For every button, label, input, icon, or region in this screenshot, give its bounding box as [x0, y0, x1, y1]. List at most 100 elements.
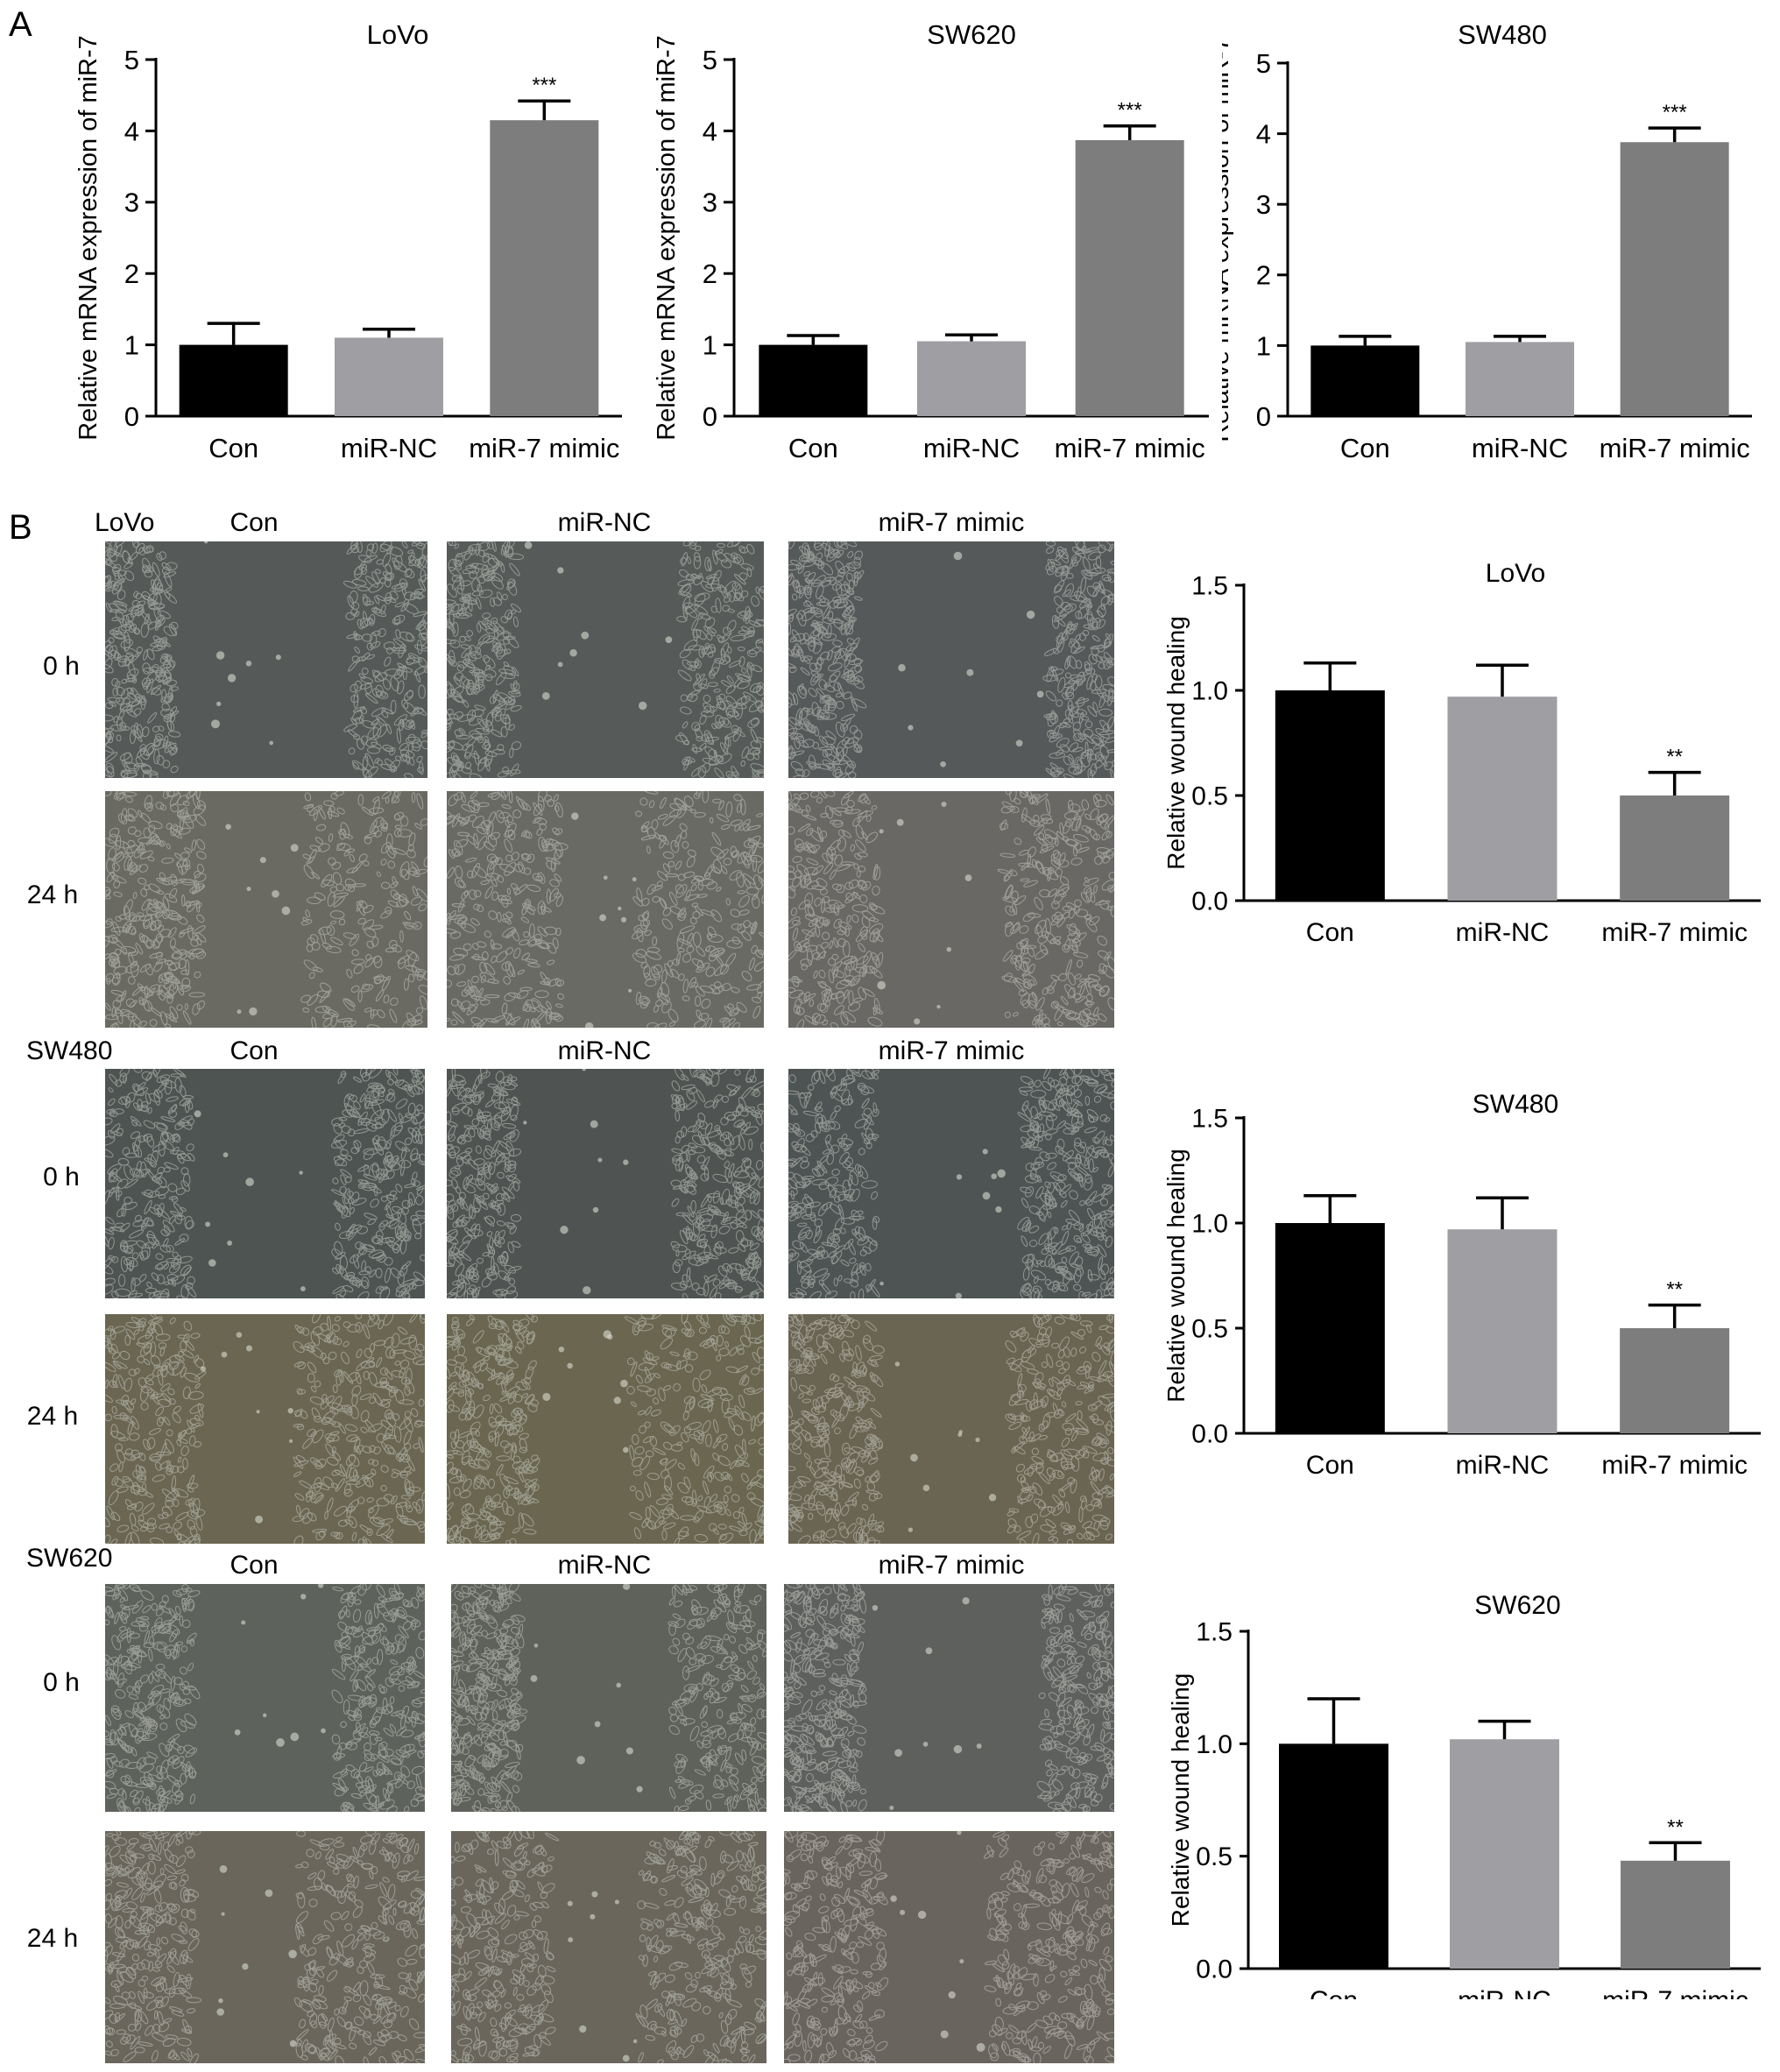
micrograph-sw480 — [447, 1069, 764, 1298]
micrograph-sw620 — [105, 1584, 425, 1812]
column-header-mir-nc: miR-NC — [557, 1036, 652, 1065]
time-label-24h: 24 h — [26, 1402, 79, 1431]
micrograph-lovo — [788, 541, 1114, 778]
y-tick-label: 4 — [703, 116, 717, 146]
column-header-con: Con — [230, 1551, 279, 1580]
bar-con — [1275, 1223, 1385, 1433]
y-tick-label: 1.5 — [1191, 572, 1228, 601]
bar-con — [179, 344, 288, 416]
bar-mir-nc — [1450, 1739, 1559, 1969]
y-tick-label: 1 — [124, 329, 139, 360]
time-label-0h: 0 h — [43, 1668, 80, 1697]
micrograph-sw480 — [788, 1314, 1114, 1544]
y-tick-label: 3 — [124, 187, 139, 218]
y-tick-label: 0.0 — [1191, 887, 1228, 916]
y-tick-label: 2 — [703, 258, 717, 289]
chart-title: SW620 — [927, 19, 1016, 50]
bar-mir-7-mimic — [490, 120, 599, 416]
y-tick-label: 0.5 — [1191, 782, 1228, 811]
y-axis-label: Relative mRNA expression of miR-7 — [74, 35, 102, 441]
x-tick-label-mir-nc: miR-NC — [1456, 1451, 1550, 1480]
micrograph-sw480 — [105, 1314, 425, 1544]
y-tick-label: 3 — [703, 187, 717, 218]
micrograph-lovo — [788, 791, 1114, 1028]
micrograph-lovo — [105, 541, 427, 778]
x-tick-label-con: Con — [1306, 918, 1354, 947]
y-tick-label: 4 — [1256, 118, 1271, 149]
bar-con — [1310, 345, 1420, 416]
y-axis-label: Relative wound healing — [1162, 1149, 1190, 1403]
x-tick-label-mir-7-mimic: miR-7 mimic — [1601, 918, 1748, 947]
column-header-mir-7-mimic: miR-7 mimic — [878, 1551, 1025, 1580]
column-header-mir-7-mimic: miR-7 mimic — [878, 508, 1025, 537]
x-tick-label-mir-nc: miR-NC — [1456, 918, 1550, 947]
time-label-0h: 0 h — [43, 1163, 80, 1192]
micrograph-lovo — [447, 791, 764, 1028]
bar-mir-7-mimic — [1620, 142, 1729, 416]
cell-line-label-sw620: SW620 — [26, 1544, 113, 1573]
column-header-mir-nc: miR-NC — [557, 1551, 652, 1580]
y-tick-label: 1.5 — [1196, 1618, 1233, 1647]
panel-a-letter: A — [9, 5, 32, 44]
micrograph-sw620 — [784, 1831, 1114, 2063]
chart-title: SW480 — [1473, 1090, 1558, 1119]
x-tick-label-mir-nc: miR-NC — [1458, 1986, 1551, 1999]
y-axis-label: Relative wound healing — [1167, 1673, 1194, 1927]
x-tick-label-mir-nc: miR-NC — [923, 433, 1020, 463]
x-tick-label-con: Con — [1310, 1986, 1358, 1999]
bar-con — [759, 344, 868, 416]
y-tick-label: 1.0 — [1191, 677, 1228, 706]
chart-title: LoVo — [1486, 559, 1545, 588]
chart-title: LoVo — [367, 19, 429, 50]
y-tick-label: 1.0 — [1196, 1730, 1233, 1759]
y-axis-label: Relative mRNA expression of miR-7 — [653, 35, 681, 441]
y-tick-label: 5 — [1256, 48, 1271, 79]
significance-label: *** — [1663, 101, 1687, 124]
chart-b-sw620: SW620 Relative wound healing 0.0 0.5 1.0 1.5 C… — [1167, 1591, 1761, 1999]
micrograph-sw480 — [105, 1069, 425, 1298]
y-tick-label: 1.0 — [1191, 1210, 1228, 1239]
significance-label: *** — [1118, 99, 1142, 123]
x-tick-label-mir-7-mimic: miR-7 mimic — [1055, 433, 1205, 463]
x-tick-label-mir-7-mimic: miR-7 mimic — [469, 433, 619, 463]
bar-con — [1275, 690, 1385, 901]
micrograph-sw620 — [105, 1831, 425, 2063]
bar-mir-7-mimic — [1620, 1328, 1730, 1433]
time-label-24h: 24 h — [26, 1924, 79, 1953]
x-tick-label-con: Con — [1306, 1451, 1354, 1480]
bar-mir-nc — [917, 341, 1026, 416]
x-tick-label-mir-7-mimic: miR-7 mimic — [1602, 1986, 1748, 1999]
cell-line-label-lovo: LoVo — [95, 508, 155, 537]
y-tick-label: 3 — [1256, 189, 1271, 220]
x-tick-label-con: Con — [1340, 433, 1390, 463]
significance-label: ** — [1667, 1815, 1684, 1839]
micrograph-lovo — [105, 791, 427, 1028]
micrograph-sw480 — [447, 1314, 764, 1544]
chart-title: SW480 — [1458, 19, 1547, 50]
bar-mir-7-mimic — [1621, 1860, 1730, 1969]
y-axis-label: Relative mRNA expression of miR-7 — [1222, 37, 1234, 442]
significance-label: *** — [532, 74, 556, 97]
chart-a-sw620: SW620 Relative mRNA expression of miR-7 0 1… — [653, 19, 1209, 463]
column-header-mir-nc: miR-NC — [557, 508, 652, 537]
x-tick-label-mir-nc: miR-NC — [1472, 433, 1568, 463]
y-tick-label: 2 — [124, 258, 139, 289]
chart-a-sw480: SW480 Relative mRNA expression of miR-7 0 1… — [1222, 19, 1752, 463]
significance-label: ** — [1666, 1278, 1683, 1302]
y-tick-label: 5 — [703, 45, 717, 75]
bar-mir-nc — [1447, 1229, 1558, 1433]
micrograph-sw620 — [451, 1584, 766, 1812]
x-tick-label-mir-7-mimic: miR-7 mimic — [1601, 1451, 1748, 1480]
y-tick-label: 4 — [124, 116, 139, 146]
y-tick-label: 5 — [124, 45, 139, 75]
y-tick-label: 2 — [1256, 260, 1271, 291]
chart-a-lovo: LoVo Relative mRNA expression of miR-7 0 1 2… — [74, 19, 622, 463]
y-tick-label: 0.0 — [1196, 1955, 1233, 1984]
y-tick-label: 1.5 — [1191, 1105, 1228, 1134]
micrograph-sw620 — [451, 1831, 766, 2063]
time-label-24h: 24 h — [26, 880, 79, 909]
chart-title: SW620 — [1474, 1591, 1560, 1620]
